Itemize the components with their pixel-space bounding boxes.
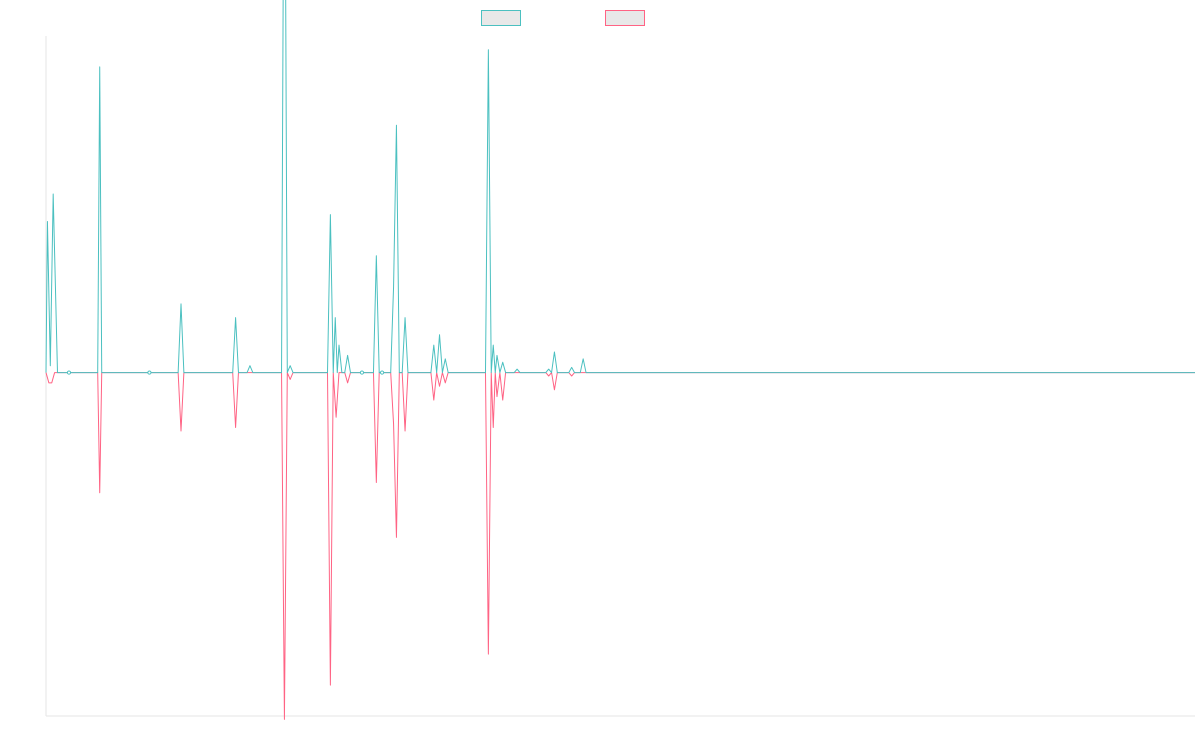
legend-swatch-1[interactable] [481, 10, 521, 26]
legend [481, 10, 645, 26]
series-point-3 [359, 370, 365, 375]
series-point-2 [147, 370, 152, 375]
series-layer [45, 0, 1195, 720]
series-point-1 [66, 370, 72, 375]
series-line-2 [45, 372, 1195, 720]
series-line-1 [45, 0, 1195, 374]
series-point-4 [379, 370, 385, 375]
legend-swatch-2[interactable] [605, 10, 645, 26]
